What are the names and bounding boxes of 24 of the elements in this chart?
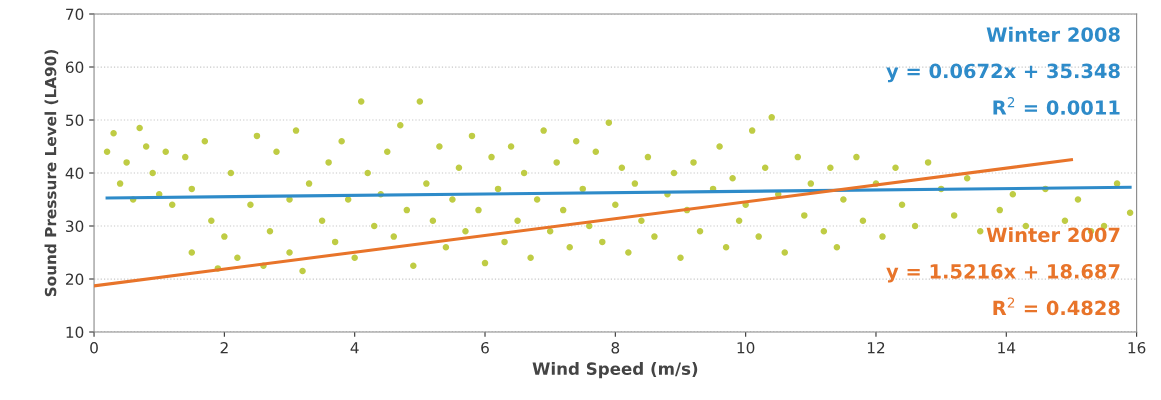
x-tick-label: 16	[1128, 341, 1146, 354]
y-tick-label: 10	[66, 326, 84, 339]
y-tick-label: 70	[66, 8, 84, 21]
x-tick-label: 8	[611, 341, 620, 354]
text: Winter 2008	[986, 26, 1120, 42]
x-tick-label: 12	[867, 341, 885, 354]
annotation: y = 1.5216x + 18.687	[886, 263, 1120, 283]
annotation: R$^{2}$ = 0.4828	[993, 297, 1120, 316]
y-tick-label: 60	[65, 61, 84, 74]
annotation: y = 0.0672x + 35.348	[886, 63, 1120, 83]
x-tick-label: 10	[737, 341, 755, 354]
y-tick-label: 50	[66, 114, 84, 127]
y-axis-title: Sound Pressure Level (LA90)	[44, 49, 59, 297]
annotation: R$^{2}$ = 0.0011	[993, 97, 1120, 115]
x-tick-label: 14	[998, 342, 1016, 354]
x-tick-label: 0	[90, 341, 98, 354]
y-tick-label: 30	[66, 220, 84, 233]
y-tick-label: 40	[65, 167, 84, 180]
x-tick-label: 4	[350, 342, 359, 354]
x-axis-title: Wind Speed (m/s)	[532, 362, 698, 379]
x-tick-label: 2	[220, 341, 228, 354]
x-tick-label: 6	[481, 341, 489, 354]
text: Winter 2007	[986, 227, 1120, 243]
y-tick-label: 20	[66, 273, 84, 286]
